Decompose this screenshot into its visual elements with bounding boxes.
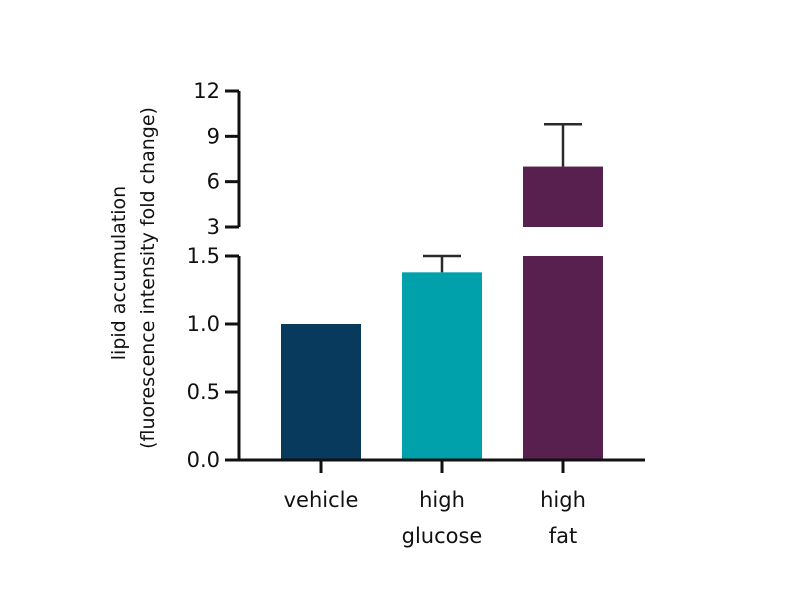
labels-layer: lipid accumulation (fluorescence intensi… — [108, 107, 159, 449]
bar-1 — [402, 272, 482, 460]
bar-2-lower-segment — [523, 256, 603, 460]
bars-layer — [281, 122, 603, 460]
y-axis-title-line-2: (fluorescence intensity fold change) — [137, 107, 159, 449]
x-category-label-2-line-1: fat — [549, 524, 578, 548]
y-axis-title-line-1: lipid accumulation — [108, 186, 130, 360]
bar-0 — [281, 324, 361, 460]
y-tick-label-upper-1: 6 — [207, 170, 220, 194]
bar-2-upper-segment — [523, 166, 603, 227]
axes-layer: 0.0 0.5 1.0 1.5 3 6 9 12 vehicle high glucose high f… — [187, 79, 645, 548]
x-category-label-1-line-1: glucose — [402, 524, 483, 548]
y-tick-label-lower-2: 1.0 — [187, 312, 220, 336]
x-category-label-0-line-0: vehicle — [284, 488, 359, 512]
y-tick-label-lower-3: 1.5 — [187, 244, 220, 268]
y-tick-label-upper-3: 12 — [193, 79, 220, 103]
y-tick-label-lower-1: 0.5 — [187, 380, 220, 404]
y-tick-label-lower-0: 0.0 — [187, 448, 220, 472]
y-tick-label-upper-2: 9 — [207, 124, 220, 148]
x-category-label-2-line-0: high — [540, 488, 586, 512]
x-category-label-1-line-0: high — [419, 488, 465, 512]
y-tick-label-upper-0: 3 — [207, 215, 220, 239]
